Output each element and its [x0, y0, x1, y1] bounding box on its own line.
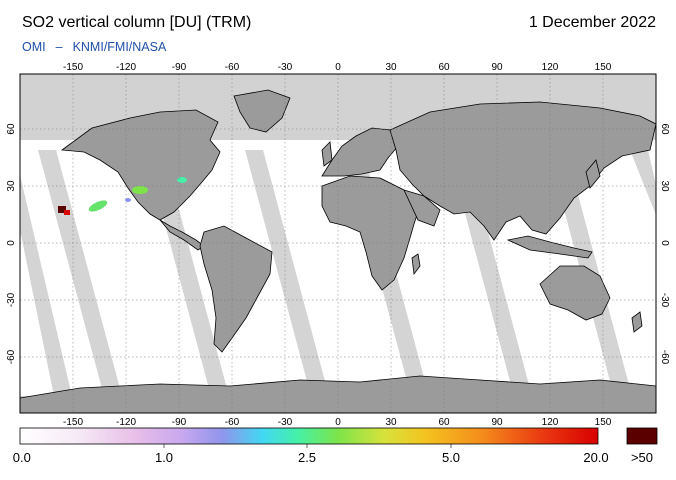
lon-tick-bottom: 90	[491, 417, 503, 428]
colorbar-ticks	[163, 444, 452, 448]
colorbar-label: 1.0	[154, 450, 174, 465]
new-zealand	[631, 311, 643, 333]
lat-ticks-left: 60 30 0 -30 -60	[6, 123, 17, 364]
lon-tick-bottom: -120	[116, 417, 136, 428]
lon-tick-top: 90	[491, 62, 503, 73]
lat-ticks-right: 60 30 0 -30 -60	[659, 123, 670, 364]
map-date: 1 December 2022	[528, 14, 656, 31]
lat-tick-left: 0	[6, 240, 17, 246]
graticule	[20, 74, 656, 413]
so2-hotspot	[58, 206, 66, 213]
madagascar	[411, 253, 421, 276]
lon-tick-top: -150	[63, 62, 83, 73]
lon-tick-bottom: 150	[595, 417, 612, 428]
lat-tick-right: -30	[659, 293, 670, 308]
lon-tick-bottom: 30	[385, 417, 397, 428]
lat-tick-right: 30	[659, 180, 670, 192]
australia	[539, 265, 611, 321]
credit-separator: –	[55, 40, 63, 54]
so2-plume-gulf	[177, 177, 187, 183]
lon-tick-top: 60	[438, 62, 450, 73]
lon-tick-bottom: -90	[172, 417, 187, 428]
asia	[389, 101, 656, 241]
colorbar-label: 2.5	[297, 450, 317, 465]
map-frame	[19, 73, 657, 414]
lon-tick-top: -60	[225, 62, 240, 73]
lat-tick-right: -60	[659, 350, 670, 365]
lat-tick-left: -30	[6, 292, 17, 307]
lat-tick-left: -60	[6, 349, 17, 364]
colorbar-label: 20.0	[583, 450, 609, 465]
lon-tick-top: 0	[335, 62, 341, 73]
japan	[585, 159, 601, 189]
arabian-peninsula	[403, 189, 441, 227]
lon-tick-top: 120	[542, 62, 559, 73]
lon-tick-bottom: 60	[438, 417, 450, 428]
instrument-name: OMI	[22, 40, 46, 54]
so2-hotspot-edge	[64, 210, 70, 215]
land-masses	[20, 89, 656, 413]
colorbar-overflow-swatch	[626, 427, 658, 445]
credit-line: OMI – KNMI/FMI/NASA	[22, 40, 166, 54]
lon-tick-bottom: -30	[278, 417, 293, 428]
lon-tick-top: -90	[172, 62, 187, 73]
lon-tick-bottom: 120	[542, 417, 559, 428]
lat-tick-right: 60	[659, 123, 670, 135]
map-title: SO2 vertical column [DU] (TRM)	[22, 14, 252, 31]
institutions-name: KNMI/FMI/NASA	[72, 40, 167, 54]
colorbar-label: 5.0	[441, 450, 461, 465]
so2-plume-pacific	[88, 200, 108, 212]
lon-tick-bottom: -150	[63, 417, 83, 428]
lat-tick-right: 0	[659, 240, 670, 246]
lat-tick-left: 30	[6, 180, 17, 192]
lon-tick-top: -120	[116, 62, 136, 73]
so2-signal	[58, 177, 187, 215]
british-isles	[321, 141, 333, 167]
so2-plume-mexico	[132, 186, 148, 194]
so2-plume-small	[125, 198, 131, 202]
lat-tick-left: 60	[6, 123, 17, 135]
lon-tick-top: -30	[278, 62, 293, 73]
lon-tick-top: 150	[595, 62, 612, 73]
lon-tick-bottom: -60	[225, 417, 240, 428]
lon-tick-bottom: 0	[335, 417, 341, 428]
lon-ticks-bottom: -150 -120 -90 -60 -30 0 30 60 90 120 150	[63, 417, 612, 428]
lon-tick-top: 30	[385, 62, 397, 73]
lon-ticks-top: -150 -120 -90 -60 -30 0 30 60 90 120 150	[63, 62, 612, 73]
north-america	[60, 109, 221, 221]
colorbar-label: 0.0	[12, 450, 31, 465]
greenland	[233, 89, 291, 133]
colorbar	[19, 427, 599, 445]
colorbar-overflow-label: >50	[630, 450, 654, 465]
